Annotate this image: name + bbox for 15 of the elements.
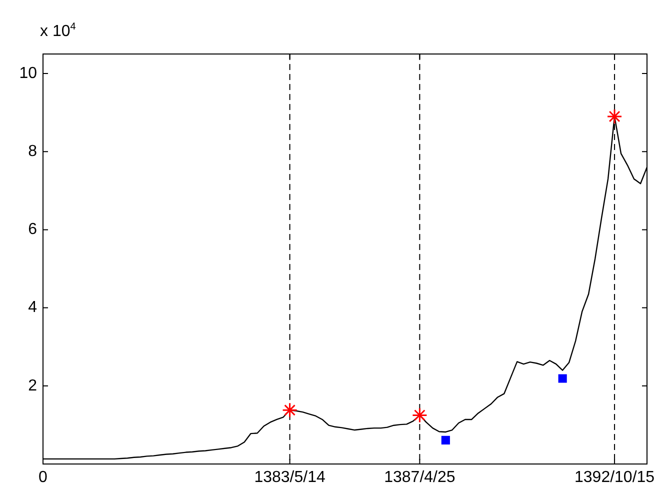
point xyxy=(282,402,298,418)
point xyxy=(441,436,450,444)
point xyxy=(606,108,622,124)
y-tick-label: 6 xyxy=(28,221,38,238)
x-tick-label: 1392/10/15 xyxy=(574,469,655,486)
y-tick-label: 2 xyxy=(28,377,38,394)
x-tick-label: 1387/4/25 xyxy=(384,469,456,486)
y-tick-label: 8 xyxy=(28,143,38,160)
x-tick-label: 1383/5/14 xyxy=(254,469,326,486)
point xyxy=(412,407,428,423)
point xyxy=(558,374,567,383)
y-tick-label: 4 xyxy=(28,299,38,316)
text: x 10$^{4}$ xyxy=(40,22,76,40)
x-tick-label: 0 xyxy=(38,469,48,486)
y-tick-label: 10 xyxy=(19,64,38,82)
